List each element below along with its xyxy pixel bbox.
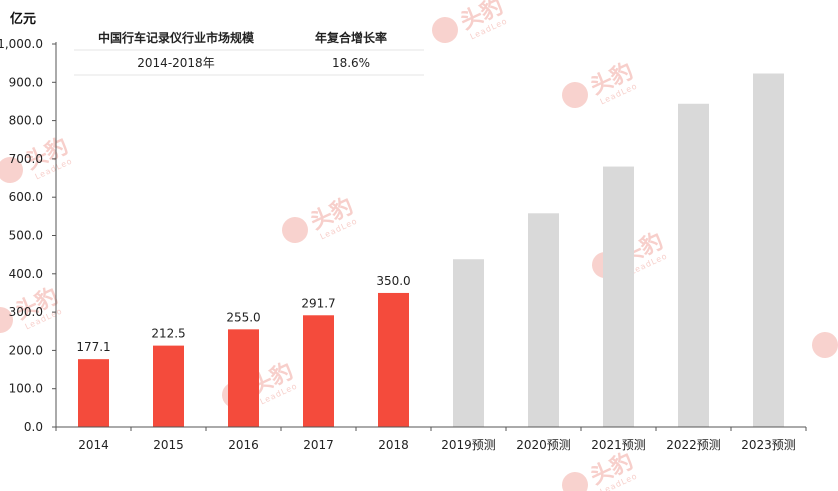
table-header-cagr: 年复合增长率 <box>315 30 387 45</box>
bar-data-label: 255.0 <box>226 310 260 324</box>
x-category-label: 2023预测 <box>741 438 796 452</box>
y-tick-label: 200.0 <box>9 343 43 357</box>
watermark-leopard-icon <box>282 217 308 243</box>
bar-data-label: 350.0 <box>376 274 410 288</box>
bar-series: 177.1 212.5 255.0 291.7 350.0 <box>76 73 784 428</box>
x-category-label: 2014 <box>78 438 109 452</box>
bar-data-label: 212.5 <box>151 327 185 341</box>
bar-forecast <box>678 103 709 428</box>
y-tick-label: 700.0 <box>9 152 43 166</box>
summary-table: 中国行车记录仪行业市场规模 年复合增长率 2014-2018年 18.6% <box>74 30 424 76</box>
x-category-label: 2016 <box>228 438 259 452</box>
table-header-market-size: 中国行车记录仪行业市场规模 <box>98 30 255 45</box>
x-category-label: 2021预测 <box>591 438 646 452</box>
watermark-text: 头豹 <box>836 308 838 350</box>
y-axis-unit-label: 亿元 <box>10 11 36 27</box>
bar-forecast <box>453 259 484 427</box>
x-category-label: 2015 <box>153 438 184 452</box>
y-tick-label: 300.0 <box>9 305 43 319</box>
table-cell-cagr-value: 18.6% <box>332 56 370 70</box>
y-tick-label: 900.0 <box>9 75 43 89</box>
x-category-label: 2019预测 <box>441 438 496 452</box>
bar-actual <box>153 345 184 427</box>
y-tick-label: 400.0 <box>9 267 43 281</box>
bar-data-label: 291.7 <box>301 296 335 310</box>
bar-forecast <box>528 213 559 427</box>
y-tick-label: 800.0 <box>9 114 43 128</box>
x-category-label: 2018 <box>378 438 409 452</box>
bar-actual <box>78 359 109 427</box>
watermark-leopard-icon <box>0 307 13 333</box>
bar-data-label: 177.1 <box>76 340 110 354</box>
x-category-label: 2022预测 <box>666 438 721 452</box>
y-tick-label: 600.0 <box>9 190 43 204</box>
bar-actual <box>303 315 334 427</box>
y-tick-label: 1,000.0 <box>0 37 43 51</box>
bar-forecast <box>753 73 784 427</box>
y-tick-label: 100.0 <box>9 382 43 396</box>
x-category-label: 2017 <box>303 438 334 452</box>
x-category-label: 2020预测 <box>516 438 571 452</box>
table-cell-period: 2014-2018年 <box>137 56 214 70</box>
bar-actual <box>378 292 409 427</box>
y-axis: 0.0 100.0 200.0 300.0 400.0 500.0 600.0 700.0 80… <box>0 37 57 434</box>
watermark-leopard-icon <box>812 332 838 358</box>
y-tick-label: 0.0 <box>24 420 43 434</box>
watermark-leopard-icon <box>432 17 458 43</box>
bar-actual <box>228 329 259 427</box>
x-axis: 2014 2015 2016 2017 2018 2019预测 2020预测 2021预测 20… <box>55 426 807 452</box>
watermark-leopard-icon <box>0 157 23 183</box>
y-tick-label: 500.0 <box>9 229 43 243</box>
watermark-leopard-icon <box>562 472 588 491</box>
bar-forecast <box>603 166 634 427</box>
watermark-leopard-icon <box>562 82 588 108</box>
